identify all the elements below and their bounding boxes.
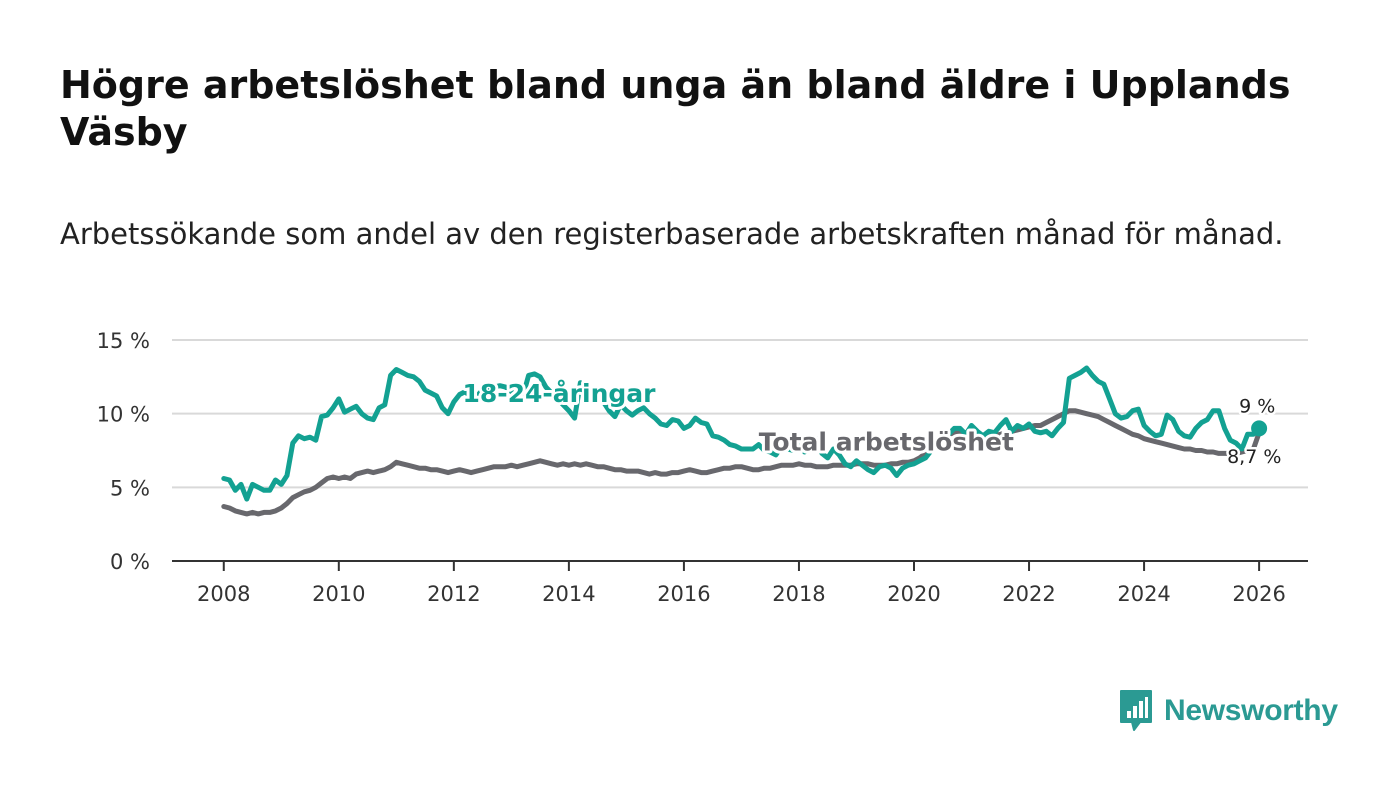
- series-label-18-24: 18-24-åringar: [462, 379, 656, 408]
- y-tick-label-15: 15 %: [97, 329, 150, 353]
- brand-name: Newsworthy: [1164, 694, 1338, 727]
- x-tick-label-2010: 2010: [312, 582, 365, 606]
- newsworthy-chart-icon: [1120, 690, 1152, 731]
- chart-subtitle: Arbetssökande som andel av den registerb…: [60, 217, 1284, 251]
- end-label-total: 8,7 %: [1227, 446, 1281, 468]
- end-marker-18-24: [1251, 420, 1268, 437]
- y-tick-label-0: 0 %: [110, 550, 150, 574]
- x-tick-label-2024: 2024: [1117, 582, 1170, 606]
- x-tick-label-2020: 2020: [887, 582, 940, 606]
- x-tick-label-2026: 2026: [1232, 582, 1285, 606]
- newsworthy-logo: Newsworthy: [1118, 688, 1338, 734]
- end-label-18-24: 9 %: [1239, 395, 1275, 417]
- series-line-total: [221, 408, 1262, 517]
- x-tick-label-2012: 2012: [427, 582, 480, 606]
- x-tick-label-2022: 2022: [1002, 582, 1055, 606]
- y-axis: 0 % 5 % 10 % 15 %: [97, 329, 150, 574]
- x-axis: 2008 2010 2012 2014 2016 2018 2020 2022 2024 2026: [172, 560, 1308, 606]
- x-tick-label-2018: 2018: [772, 582, 825, 606]
- y-tick-label-5: 5 %: [110, 476, 150, 500]
- y-tick-label-10: 10 %: [97, 403, 150, 427]
- x-tick-label-2016: 2016: [657, 582, 710, 606]
- series-line-18-24: [221, 365, 1262, 502]
- x-tick-label-2008: 2008: [197, 582, 250, 606]
- x-tick-label-2014: 2014: [542, 582, 595, 606]
- series-label-total: Total arbetslöshet: [759, 428, 1014, 457]
- series-labels: 18-24-åringar Total arbetslöshet 9 % 8,7 %: [459, 376, 1283, 470]
- chart-title: Högre arbetslöshet bland unga än bland ä…: [60, 63, 1291, 154]
- series-lines: [221, 365, 1268, 517]
